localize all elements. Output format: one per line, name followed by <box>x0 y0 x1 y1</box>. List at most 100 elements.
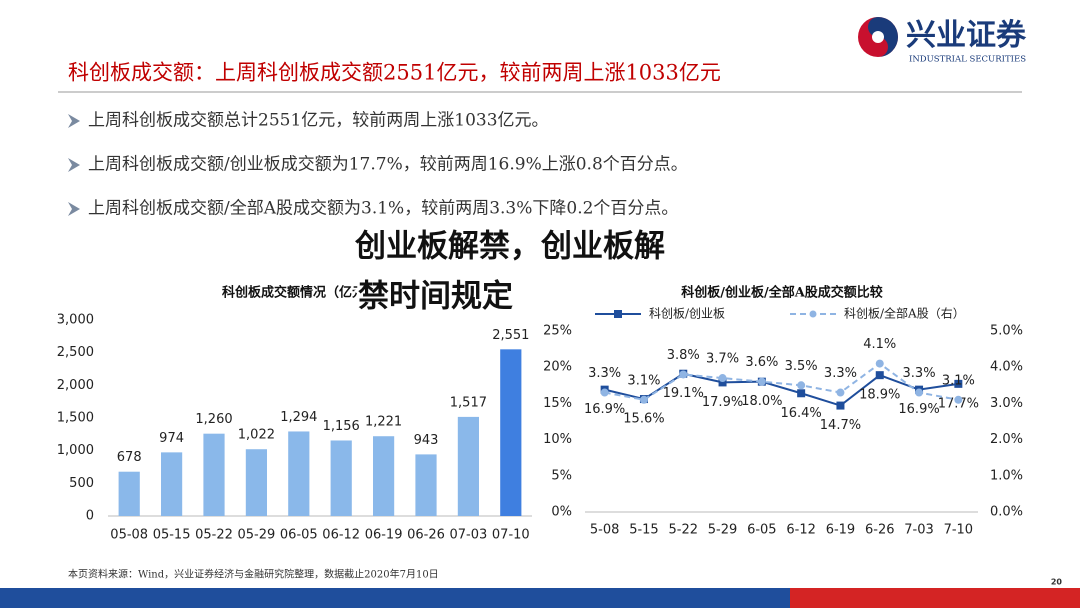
point-marker <box>679 370 688 379</box>
data-label: 974 <box>159 431 184 446</box>
x-tick-label: 05-22 <box>195 528 233 543</box>
y-tick-label: 3,000 <box>57 313 94 328</box>
x-tick-label: 05-15 <box>153 528 191 543</box>
y2-tick-label: 3.0% <box>990 396 1023 411</box>
x-tick-label: 6-12 <box>786 523 816 538</box>
x-tick-label: 7-03 <box>904 523 934 538</box>
y-tick-label: 0 <box>86 509 94 524</box>
x-tick-label: 06-26 <box>407 528 445 543</box>
x-tick-label: 6-05 <box>747 523 777 538</box>
data-label: 3.7% <box>706 352 739 367</box>
bullet-list: 上周科创板成交额总计2551亿元，较前两周上涨1033亿元。上周科创板成交额/创… <box>68 111 688 219</box>
x-tick-label: 06-12 <box>322 528 360 543</box>
bullet-text: 上周科创板成交额总计2551亿元，较前两周上涨1033亿元。 <box>88 111 549 131</box>
series-line <box>604 362 959 401</box>
data-label: 3.3% <box>903 366 936 381</box>
bullet-icon <box>68 202 80 216</box>
data-label: 3.6% <box>745 355 778 370</box>
point-marker <box>639 395 648 404</box>
bar <box>118 471 140 516</box>
legend-marker <box>809 310 817 318</box>
data-label: 1,221 <box>365 415 402 430</box>
data-label: 16.4% <box>780 406 821 421</box>
chart-title: 科创板/创业板/全部A股成交额比较 <box>681 285 883 301</box>
data-label: 17.9% <box>702 395 743 410</box>
y-tick-label: 25% <box>543 324 572 339</box>
legend-label: 科创板/全部A股（右） <box>844 306 965 321</box>
point-marker <box>797 389 806 398</box>
charts: 科创板成交额情况（亿元） 0 500 1,000 1,500 2,000 2,500 3,00… <box>57 285 1023 543</box>
point-marker <box>915 388 924 397</box>
y-tick-label: 2,000 <box>57 378 94 393</box>
point-marker <box>836 401 845 410</box>
data-label: 3.1% <box>627 373 660 388</box>
data-label: 4.1% <box>863 337 896 352</box>
data-label: 17.7% <box>938 396 979 411</box>
logo-icon-dot <box>872 31 884 43</box>
bar <box>373 436 395 516</box>
logo-subtext: INDUSTRIAL SECURITIES <box>909 55 1026 65</box>
data-label: 678 <box>117 450 142 465</box>
x-tick-label: 07-10 <box>492 528 530 543</box>
point-marker <box>600 388 609 397</box>
y2-tick-label: 2.0% <box>990 432 1023 447</box>
data-label: 14.7% <box>820 418 861 433</box>
bullet-text: 上周科创板成交额/创业板成交额为17.7%，较前两周16.9%上涨0.8个百分点… <box>88 155 688 175</box>
data-label: 1,260 <box>195 412 232 427</box>
slide-title: 科创板成交额：上周科创板成交额2551亿元，较前两周上涨1033亿元 <box>68 61 721 85</box>
bar <box>203 433 225 516</box>
y2-tick-label: 4.0% <box>990 360 1023 375</box>
point-marker <box>757 377 766 386</box>
bullet-text: 上周科创板成交额/全部A股成交额为3.1%，较前两周3.3%下降0.2个百分点。 <box>88 199 678 219</box>
data-label: 16.9% <box>898 402 939 417</box>
data-label: 1,517 <box>450 395 487 410</box>
footer-band-accent <box>790 588 1080 608</box>
x-tick-label: 5-22 <box>668 523 698 538</box>
x-tick-label: 5-29 <box>708 523 738 538</box>
footer-band <box>0 588 790 608</box>
data-label: 15.6% <box>623 412 664 427</box>
y-tick-label: 15% <box>543 396 572 411</box>
y-tick-label: 1,000 <box>57 443 94 458</box>
x-tick-label: 6-19 <box>826 523 856 538</box>
data-label: 19.1% <box>663 386 704 401</box>
data-label: 3.3% <box>824 366 857 381</box>
x-tick-label: 7-10 <box>944 523 974 538</box>
data-label: 943 <box>414 433 439 448</box>
data-label: 2,551 <box>492 328 529 343</box>
chart-title: 科创板成交额情况（亿元） <box>222 285 378 301</box>
y-tick-label: 2,500 <box>57 345 94 360</box>
data-label: 18.0% <box>741 394 782 409</box>
x-tick-label: 07-03 <box>450 528 488 543</box>
data-label: 3.1% <box>942 373 975 388</box>
data-label: 16.9% <box>584 402 625 417</box>
bar <box>457 416 479 516</box>
x-tick-label: 5-15 <box>629 523 659 538</box>
bar <box>288 431 310 516</box>
logo-text: 兴业证券 <box>906 18 1027 53</box>
point-marker <box>954 379 963 388</box>
source-note: 本页资料来源：Wind，兴业证券经济与金融研究院整理，数据截止2020年7月10… <box>68 568 439 581</box>
data-label: 18.9% <box>859 388 900 403</box>
bar <box>415 454 437 516</box>
data-label: 1,294 <box>280 410 317 425</box>
y2-tick-label: 0.0% <box>990 505 1023 520</box>
y2-tick-label: 5.0% <box>990 324 1023 339</box>
x-tick-label: 5-08 <box>590 523 620 538</box>
data-label: 3.8% <box>667 348 700 363</box>
overlay-text: 创业板解禁，创业板解 <box>354 229 665 265</box>
point-marker <box>875 359 884 368</box>
y-tick-label: 20% <box>543 360 572 375</box>
legend-marker <box>614 310 622 318</box>
legend-label: 科创板/创业板 <box>649 307 725 321</box>
bar <box>161 452 183 516</box>
y-tick-label: 1,500 <box>57 411 94 426</box>
data-label: 3.3% <box>588 366 621 381</box>
data-label: 3.5% <box>785 359 818 374</box>
y2-tick-label: 1.0% <box>990 468 1023 483</box>
bar <box>245 449 267 516</box>
bar <box>330 440 352 516</box>
bar <box>500 349 522 516</box>
point-marker <box>954 395 963 404</box>
